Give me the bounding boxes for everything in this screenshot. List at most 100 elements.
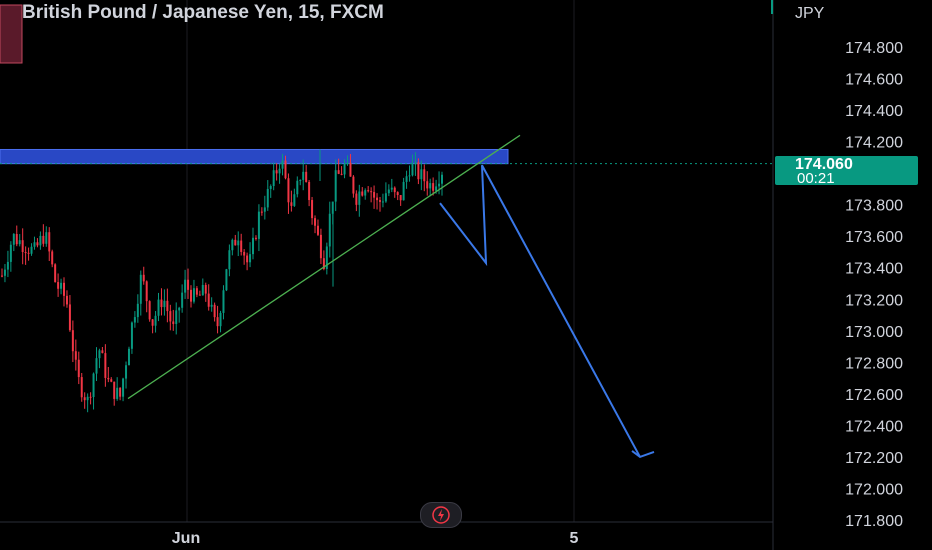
candle-body: [136, 303, 139, 318]
candle-body: [107, 377, 110, 380]
candle-body: [373, 192, 376, 198]
candle-body: [21, 240, 24, 253]
candle-body: [402, 181, 405, 201]
candle-body: [429, 183, 432, 189]
candle-body: [269, 186, 272, 189]
candle-body: [435, 186, 438, 191]
candle-body: [119, 387, 122, 397]
candle-body: [334, 170, 337, 202]
candle-body: [139, 274, 142, 304]
candle-body: [381, 201, 384, 203]
flash-button[interactable]: [420, 502, 462, 528]
candle-body: [95, 358, 98, 374]
axis-tick-label: 174.200: [845, 135, 903, 152]
candle-body: [441, 174, 443, 184]
candle-body: [352, 176, 355, 194]
candle-body: [54, 264, 57, 283]
candle-body: [142, 274, 145, 282]
candle-body: [145, 281, 148, 302]
projection-path: [439, 164, 641, 458]
candle-body: [166, 300, 169, 312]
candle-body: [15, 234, 18, 245]
axis-tick-label: 172.600: [845, 387, 903, 404]
candle-body: [299, 179, 302, 181]
candle-body: [113, 381, 116, 399]
candle-body: [151, 319, 154, 326]
candle-body: [122, 378, 125, 397]
candle-body: [39, 235, 42, 246]
candle-body: [331, 201, 334, 214]
candle-body: [249, 254, 252, 263]
candle-body: [234, 239, 237, 246]
prior-range-box: [0, 4, 23, 64]
candle-body: [216, 317, 219, 327]
candle-body: [157, 299, 160, 316]
candle-body: [130, 322, 133, 349]
axis-tick-label: 173.400: [845, 261, 903, 278]
candle-body: [74, 351, 77, 360]
time-tick-label: Jun: [172, 530, 200, 547]
last-price-badge: 174.060 00:21: [775, 156, 918, 187]
candle-body: [127, 348, 130, 366]
candle-body: [284, 160, 287, 179]
candle-body: [86, 396, 89, 401]
candle-body: [192, 288, 195, 302]
candle-body: [30, 246, 33, 254]
trendline[interactable]: [127, 134, 521, 400]
candle-body: [387, 189, 390, 194]
candle-body: [181, 292, 184, 308]
chart-title: British Pound / Japanese Yen, 15, FXCM: [22, 2, 384, 23]
candle-body: [98, 350, 101, 359]
candle-body: [417, 162, 420, 180]
chart-grid: [0, 0, 774, 550]
candle-body: [328, 213, 331, 247]
candle-body: [438, 183, 441, 187]
candle-body: [201, 284, 204, 296]
candle-body: [51, 251, 54, 265]
candle-body: [68, 304, 71, 331]
candle-body: [266, 188, 269, 208]
candle-body: [396, 192, 399, 196]
candle-body: [187, 279, 190, 290]
axis-tick-label: 174.800: [845, 40, 903, 57]
candle-body: [272, 170, 275, 187]
candle-body: [414, 162, 417, 165]
candle-body: [319, 234, 322, 259]
candle-body: [314, 218, 317, 226]
resistance-zone[interactable]: [0, 4, 773, 165]
candle-body: [3, 269, 6, 276]
candle-body: [293, 194, 296, 206]
candle-body: [361, 191, 364, 196]
candle-body: [296, 180, 299, 195]
projection-arrow[interactable]: [439, 164, 655, 459]
candle-body: [408, 175, 411, 177]
time-axis[interactable]: Jun 5: [172, 530, 579, 547]
candle-body: [45, 232, 48, 244]
candle-body: [63, 282, 66, 296]
candle-body: [290, 202, 293, 206]
axis-tick-label: 174.600: [845, 72, 903, 89]
axis-tick-label: 173.800: [845, 198, 903, 215]
candle-body: [12, 234, 15, 245]
candle-body: [399, 195, 402, 201]
candle-body: [184, 279, 187, 293]
candle-body: [219, 312, 222, 327]
candle-body: [110, 379, 113, 382]
candle-body: [305, 171, 308, 182]
resistance-rect: [0, 148, 509, 165]
candle-body: [405, 176, 408, 182]
candle-body: [358, 191, 361, 205]
candle-body: [316, 225, 319, 235]
candle-body: [60, 282, 63, 289]
trendline-segment: [127, 134, 521, 400]
candle-body: [189, 289, 192, 302]
candle-body: [1, 275, 3, 277]
candle-body: [384, 193, 387, 202]
candle-body: [36, 242, 39, 246]
candle-body: [376, 197, 379, 201]
price-axis[interactable]: JPY 174.800 174.600 174.400 174.200 173.800 17…: [771, 0, 903, 530]
candle-body: [423, 169, 426, 182]
candle-body: [65, 295, 68, 305]
candle-body: [378, 200, 381, 202]
